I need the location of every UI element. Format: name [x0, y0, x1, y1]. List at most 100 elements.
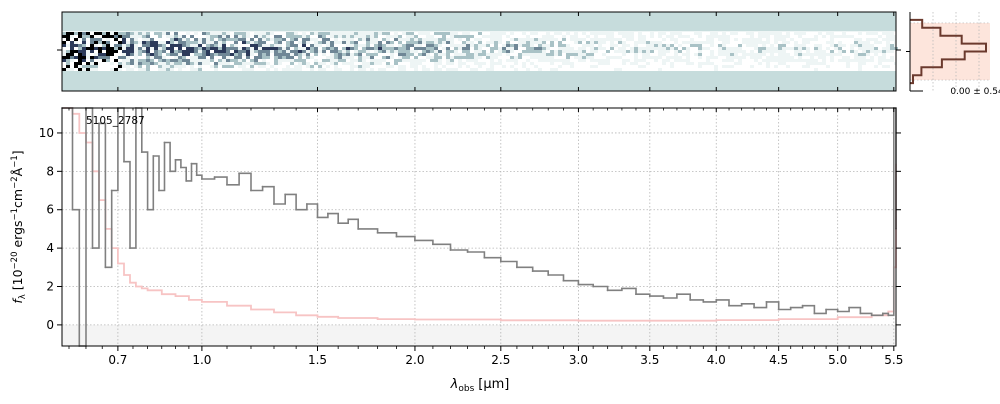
spectrum-2d-pixel: [86, 38, 90, 41]
spectrum-2d-pixel: [282, 41, 286, 44]
spectrum-2d-pixel: [582, 56, 586, 59]
spectrum-2d-pixel: [650, 38, 654, 41]
spectrum-2d-pixel: [682, 68, 686, 71]
spectrum-2d-pixel: [514, 65, 518, 68]
spectrum-2d-pixel: [422, 35, 426, 38]
spectrum-2d-pixel: [418, 65, 422, 68]
x-axis-label-sub: obs: [458, 384, 474, 394]
spectrum-2d-pixel: [650, 65, 654, 68]
spectrum-2d-pixel: [298, 44, 302, 47]
spectrum-2d-pixel: [102, 38, 106, 41]
spectrum-2d-pixel: [434, 35, 438, 38]
spectrum-2d-pixel: [434, 32, 438, 35]
spectrum-2d-pixel: [890, 53, 894, 56]
spectrum-2d-pixel: [250, 38, 254, 41]
spectrum-2d-pixel: [686, 38, 690, 41]
spectrum-2d-pixel: [202, 50, 206, 53]
y-tick-label: 4: [46, 241, 54, 255]
spectrum-2d-pixel: [214, 59, 218, 62]
flux-point: [357, 228, 360, 230]
spectrum-2d-pixel: [826, 35, 830, 38]
spectrum-2d-pixel: [374, 47, 378, 50]
spectrum-2d-pixel: [206, 53, 210, 56]
spectrum-2d-pixel: [442, 32, 446, 35]
spectrum-2d-pixel: [74, 47, 78, 50]
spectrum-2d-pixel: [142, 35, 146, 38]
spectrum-2d-pixel: [170, 38, 174, 41]
spectrum-2d-pixel: [502, 59, 506, 62]
spectrum-2d-pixel: [454, 62, 458, 65]
spectrum-2d-pixel: [438, 47, 442, 50]
spectrum-2d-pixel: [430, 50, 434, 53]
spectrum-2d-pixel: [666, 32, 670, 35]
spectrum-2d-pixel: [626, 65, 630, 68]
spectrum-2d-pixel: [82, 65, 86, 68]
spectrum-2d-pixel: [686, 32, 690, 35]
spectrum-2d-pixel: [310, 50, 314, 53]
spectrum-2d-pixel: [502, 41, 506, 44]
spectrum-2d-pixel: [526, 56, 530, 59]
spectrum-2d-pixel: [482, 41, 486, 44]
spectrum-2d-pixel: [746, 56, 750, 59]
spectrum-2d-pixel: [750, 68, 754, 71]
spectrum-2d-pixel: [186, 38, 190, 41]
spectrum-2d-pixel: [242, 47, 246, 50]
spectrum-2d-pixel: [550, 53, 554, 56]
spectrum-2d-pixel: [118, 32, 122, 35]
spectrum-2d-pixel: [190, 41, 194, 44]
flux-point: [152, 155, 155, 157]
spectrum-2d-pixel: [222, 53, 226, 56]
spectrum-2d-pixel: [102, 50, 106, 53]
spectrum-2d-pixel: [846, 50, 850, 53]
spectrum-2d-pixel: [694, 59, 698, 62]
spectrum-2d-pixel: [650, 59, 654, 62]
spectrum-2d-pixel: [530, 50, 534, 53]
spectrum-2d-pixel: [638, 44, 642, 47]
spectrum-2d-pixel: [330, 41, 334, 44]
flux-point: [200, 178, 203, 180]
spectrum-2d-pixel: [258, 56, 262, 59]
spectrum-2d-pixel: [138, 53, 142, 56]
spectrum-2d-pixel: [334, 50, 338, 53]
spectrum-2d-pixel: [254, 53, 258, 56]
spectrum-2d-pixel: [78, 62, 82, 65]
spectrum-2d-pixel: [866, 50, 870, 53]
spectrum-2d-pixel: [718, 44, 722, 47]
x-tick-label: 3.5: [640, 353, 659, 367]
spectrum-2d-pixel: [546, 53, 550, 56]
spectrum-2d-pixel: [222, 41, 226, 44]
spectrum-2d-pixel: [130, 38, 134, 41]
spectrum-2d-pixel: [122, 50, 126, 53]
spectrum-2d-pixel: [754, 62, 758, 65]
spectrum-2d-pixel: [274, 56, 278, 59]
spectrum-2d-pixel: [890, 47, 894, 50]
spectrum-2d-pixel: [182, 32, 186, 35]
spectrum-2d-pixel: [850, 65, 854, 68]
spectrum-2d-pixel: [702, 44, 706, 47]
spectrum-2d-pixel: [826, 59, 830, 62]
spectrum-2d-pixel: [94, 50, 98, 53]
spectrum-2d-pixel: [230, 32, 234, 35]
spectrum-2d-pixel: [394, 62, 398, 65]
spectrum-2d-pixel: [890, 44, 894, 47]
spectrum-2d-pixel: [446, 44, 450, 47]
spectrum-2d-pixel: [278, 68, 282, 71]
spectrum-2d-pixel: [730, 38, 734, 41]
spectrum-2d-pixel: [694, 44, 698, 47]
spectrum-2d-pixel: [66, 59, 70, 62]
spectrum-2d-pixel: [294, 50, 298, 53]
spectrum-2d-pixel: [834, 68, 838, 71]
spectrum-2d-pixel: [730, 44, 734, 47]
flux-point: [887, 314, 890, 317]
spectrum-2d-pixel: [454, 35, 458, 38]
spectrum-2d-pixel: [138, 32, 142, 35]
spectrum-2d-pixel: [594, 47, 598, 50]
spectrum-2d-pixel: [250, 35, 254, 38]
y-tick-label: 10: [39, 126, 54, 140]
spectrum-2d-pixel: [370, 47, 374, 50]
spectrum-2d-pixel: [806, 44, 810, 47]
spectrum-2d-pixel: [310, 65, 314, 68]
spectrum-2d-pixel: [118, 35, 122, 38]
spectrum-2d-pixel: [718, 68, 722, 71]
spectrum-2d-pixel: [858, 44, 862, 47]
